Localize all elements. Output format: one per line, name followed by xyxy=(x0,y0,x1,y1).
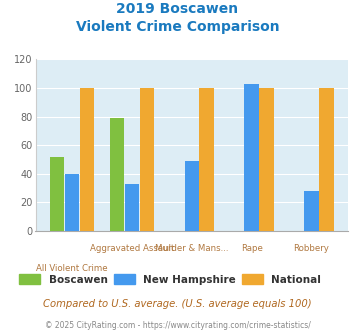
Bar xyxy=(319,88,334,231)
Bar xyxy=(110,118,124,231)
Text: All Violent Crime: All Violent Crime xyxy=(36,264,108,273)
Legend: Boscawen, New Hampshire, National: Boscawen, New Hampshire, National xyxy=(20,274,321,285)
Text: © 2025 CityRating.com - https://www.cityrating.com/crime-statistics/: © 2025 CityRating.com - https://www.city… xyxy=(45,321,310,330)
Bar xyxy=(50,157,64,231)
Bar xyxy=(125,184,139,231)
Bar xyxy=(245,84,259,231)
Text: Aggravated Assault: Aggravated Assault xyxy=(89,244,174,253)
Text: Compared to U.S. average. (U.S. average equals 100): Compared to U.S. average. (U.S. average … xyxy=(43,299,312,309)
Text: Rape: Rape xyxy=(241,244,263,253)
Text: Robbery: Robbery xyxy=(294,244,329,253)
Bar xyxy=(200,88,214,231)
Bar xyxy=(260,88,274,231)
Text: Violent Crime Comparison: Violent Crime Comparison xyxy=(76,20,279,34)
Bar xyxy=(80,88,94,231)
Bar xyxy=(140,88,154,231)
Bar xyxy=(185,161,199,231)
Text: 2019 Boscawen: 2019 Boscawen xyxy=(116,2,239,16)
Text: Murder & Mans...: Murder & Mans... xyxy=(155,244,229,253)
Bar xyxy=(304,191,319,231)
Bar xyxy=(65,174,79,231)
